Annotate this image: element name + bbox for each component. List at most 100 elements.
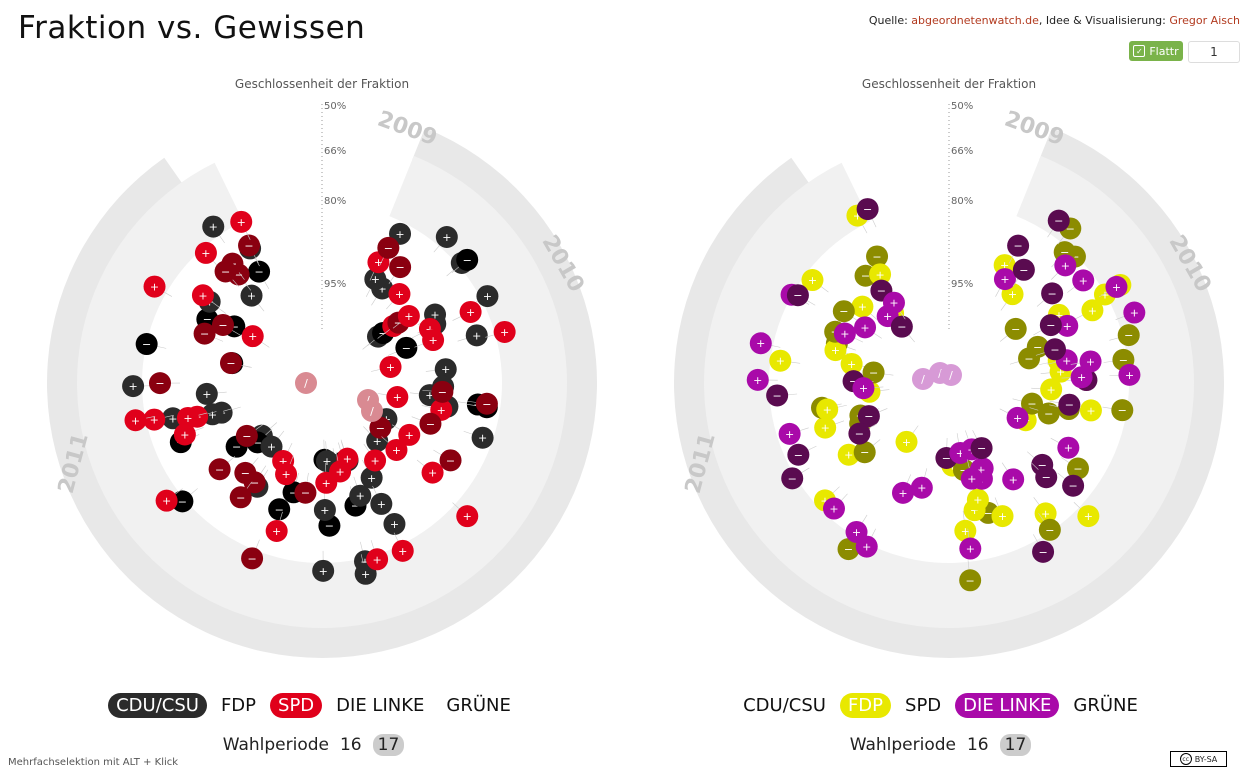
vote-point[interactable]: −: [1007, 234, 1030, 264]
vote-point[interactable]: +: [457, 324, 488, 347]
vote-point[interactable]: +: [202, 215, 225, 244]
vote-point[interactable]: +: [960, 459, 983, 490]
vote-point[interactable]: +: [370, 485, 393, 515]
vote-point[interactable]: −: [1035, 338, 1066, 361]
vote-point[interactable]: +: [329, 451, 352, 483]
vote-point[interactable]: +: [363, 443, 387, 472]
vote-point[interactable]: −: [248, 260, 271, 290]
vote-point[interactable]: +: [1098, 275, 1128, 298]
vote-point[interactable]: −: [853, 439, 881, 464]
vote-point[interactable]: +: [822, 493, 848, 520]
vote-point[interactable]: +: [814, 416, 845, 439]
period-option[interactable]: 17: [372, 734, 405, 756]
vote-point[interactable]: −: [856, 198, 879, 228]
vote-point[interactable]: −: [1033, 314, 1062, 337]
vote-point[interactable]: −: [781, 467, 810, 490]
author-link[interactable]: Gregor Aisch: [1169, 14, 1240, 27]
vote-point[interactable]: −: [171, 488, 198, 513]
vote-point[interactable]: +: [366, 540, 389, 571]
vote-point[interactable]: +: [230, 210, 253, 240]
vote-point[interactable]: +: [999, 406, 1029, 429]
vote-point[interactable]: +: [122, 375, 154, 398]
vote-point[interactable]: −: [294, 472, 317, 504]
vote-point[interactable]: −: [1012, 392, 1044, 415]
vote-point[interactable]: +: [381, 436, 408, 461]
vote-point[interactable]: +: [833, 322, 864, 345]
vote-point[interactable]: +: [386, 283, 411, 310]
vote-point[interactable]: −: [411, 412, 442, 435]
vote-point[interactable]: +: [769, 349, 801, 372]
vote-point[interactable]: −: [235, 424, 264, 447]
period-option[interactable]: 16: [966, 735, 989, 755]
vote-point[interactable]: −: [238, 234, 261, 264]
vote-point[interactable]: +: [173, 423, 204, 446]
vote-point[interactable]: +: [195, 382, 227, 405]
vote-point[interactable]: +: [993, 268, 1016, 297]
vote-point[interactable]: +: [749, 332, 781, 355]
flattr-button[interactable]: ✓ Flattr: [1129, 41, 1183, 61]
vote-point[interactable]: +: [124, 409, 156, 432]
vote-point[interactable]: +: [801, 269, 829, 293]
vote-point[interactable]: −: [241, 539, 264, 570]
vote-point[interactable]: −: [766, 384, 798, 407]
vote-point[interactable]: +: [882, 291, 906, 320]
vote-point[interactable]: +: [895, 425, 919, 453]
vote-point[interactable]: +: [778, 422, 809, 445]
vote-point[interactable]: −: [786, 284, 816, 307]
neutral-point[interactable]: /: [361, 400, 383, 422]
vote-point[interactable]: −: [1032, 534, 1055, 563]
party-toggle[interactable]: GRÜNE: [446, 695, 511, 716]
party-toggle[interactable]: DIE LINKE: [336, 695, 425, 716]
vote-point[interactable]: −: [1038, 513, 1061, 541]
vote-point[interactable]: +: [377, 386, 409, 409]
vote-point[interactable]: +: [1067, 269, 1095, 293]
vote-point[interactable]: +: [1001, 462, 1025, 491]
vote-point[interactable]: −: [1029, 402, 1060, 425]
vote-point[interactable]: −: [890, 315, 915, 343]
vote-point[interactable]: +: [891, 474, 914, 504]
vote-point[interactable]: +: [746, 368, 778, 391]
vote-point[interactable]: +: [312, 550, 335, 582]
vote-point[interactable]: −: [422, 380, 454, 403]
vote-point[interactable]: −: [433, 449, 462, 472]
vote-point[interactable]: +: [313, 490, 336, 522]
vote-point[interactable]: +: [855, 528, 878, 558]
period-option[interactable]: 16: [339, 735, 362, 755]
vote-point[interactable]: +: [240, 284, 265, 312]
party-toggle[interactable]: FDP: [220, 695, 257, 716]
vote-point[interactable]: +: [414, 329, 445, 352]
vote-point[interactable]: −: [211, 313, 241, 336]
vote-point[interactable]: −: [467, 392, 498, 415]
vote-point[interactable]: −: [959, 560, 982, 592]
vote-point[interactable]: +: [816, 398, 847, 421]
vote-point[interactable]: −: [1061, 457, 1089, 480]
party-toggle[interactable]: GRÜNE: [1073, 695, 1138, 716]
vote-point[interactable]: +: [391, 532, 414, 562]
vote-point[interactable]: −: [1012, 258, 1035, 287]
vote-point[interactable]: +: [391, 423, 421, 446]
vote-point[interactable]: +: [194, 241, 220, 269]
vote-point[interactable]: −: [387, 336, 418, 359]
vote-point[interactable]: +: [392, 305, 420, 329]
neutral-point[interactable]: /: [940, 364, 962, 386]
vote-point[interactable]: −: [193, 322, 224, 345]
vote-point[interactable]: +: [364, 268, 387, 298]
vote-point[interactable]: −: [1009, 347, 1041, 370]
period-option[interactable]: 17: [999, 734, 1032, 756]
source-link[interactable]: abgeordnetenwatch.de: [911, 14, 1039, 27]
vote-point[interactable]: −: [1036, 282, 1064, 307]
vote-point[interactable]: +: [370, 355, 402, 378]
vote-point[interactable]: +: [191, 284, 220, 308]
vote-point[interactable]: +: [1115, 301, 1146, 324]
vote-point[interactable]: +: [954, 510, 977, 542]
vote-point[interactable]: +: [851, 295, 878, 321]
vote-point[interactable]: −: [1049, 393, 1081, 416]
vote-point[interactable]: −: [787, 443, 817, 466]
vote-point[interactable]: −: [1047, 209, 1070, 238]
vote-point[interactable]: −: [377, 236, 400, 266]
neutral-point[interactable]: /: [295, 372, 317, 394]
vote-point[interactable]: +: [452, 300, 482, 323]
vote-point[interactable]: +: [1070, 350, 1102, 373]
party-toggle[interactable]: CDU/CSU: [743, 695, 826, 716]
vote-point[interactable]: −: [208, 456, 236, 481]
